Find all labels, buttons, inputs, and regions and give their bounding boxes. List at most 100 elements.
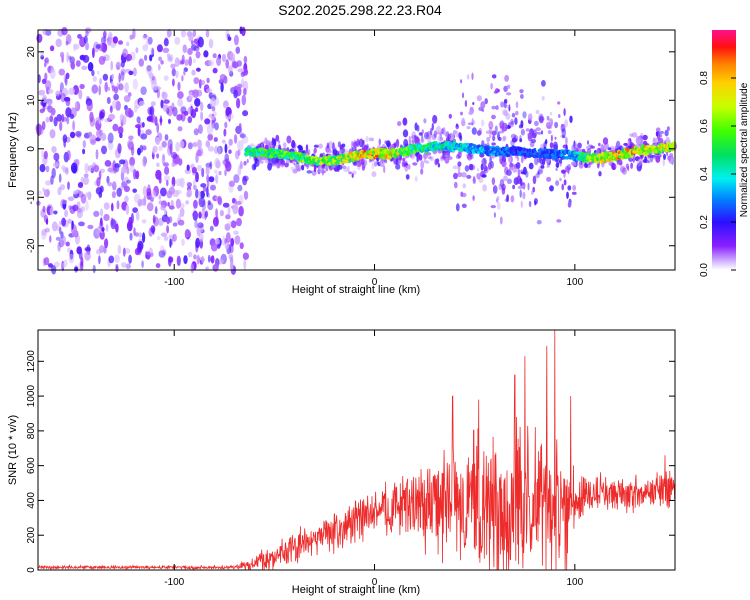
spectrogram-signal-blob <box>507 156 512 163</box>
spectrogram-noise-blob <box>49 45 55 52</box>
spectrogram-signal-blob <box>607 147 612 151</box>
spectrogram-signal-blob <box>472 176 476 183</box>
spectrogram-noise-blob <box>132 67 137 77</box>
spectrogram-noise-blob <box>138 58 144 67</box>
spectrogram-noise-blob <box>174 57 180 67</box>
spectrogram-signal-blob <box>547 130 552 135</box>
spectrogram-noise-blob <box>219 74 227 81</box>
spectrogram-signal-blob <box>408 135 411 144</box>
spectrogram-noise-blob <box>163 75 169 81</box>
spectrogram-signal-blob <box>480 101 486 109</box>
spectrogram-signal-blob <box>537 157 543 164</box>
spectrogram-noise-blob <box>135 170 140 180</box>
spectrogram-noise-blob <box>61 217 66 227</box>
spectrogram-noise-blob <box>79 83 85 90</box>
spectrogram-noise-blob <box>129 156 136 167</box>
spectrogram-noise-blob <box>163 209 167 215</box>
spectrogram-noise-blob <box>103 213 110 222</box>
spectrogram-signal-blob <box>627 166 630 171</box>
spectrogram-signal-blob <box>567 185 572 191</box>
spectrogram-noise-blob <box>195 237 201 249</box>
spectrogram-noise-blob <box>196 254 200 265</box>
spectrogram-signal-blob <box>254 158 260 167</box>
spectrogram-noise-blob <box>40 50 44 58</box>
spectrogram-noise-blob <box>111 202 114 212</box>
spectrogram-noise-blob <box>138 232 142 238</box>
spectrogram-noise-blob <box>191 69 196 76</box>
spectrogram-noise-blob <box>53 116 58 127</box>
spectrogram-signal-blob <box>405 174 410 180</box>
spectrogram-noise-blob <box>201 255 205 264</box>
spectrogram-noise-blob <box>227 206 231 216</box>
spectrogram-noise-blob <box>183 110 189 116</box>
spectrogram-noise-blob <box>214 145 219 155</box>
spectrogram-signal-blob <box>271 140 274 146</box>
spectrogram-y-tick-label: -10 <box>26 190 37 205</box>
spectrogram-signal-blob <box>402 129 409 138</box>
spectrogram-signal-blob <box>521 155 524 164</box>
spectrogram-signal-blob <box>285 158 290 166</box>
spectrogram-signal-blob <box>623 142 629 146</box>
snr-frame <box>37 329 676 571</box>
spectrogram-noise-blob <box>128 135 134 140</box>
spectrogram-signal-blob <box>420 168 424 175</box>
spectrogram-noise-blob <box>168 56 172 61</box>
spectrogram-noise-blob <box>115 223 119 233</box>
spectrogram-signal-blob <box>597 142 601 147</box>
spectrogram-signal-blob <box>636 158 642 167</box>
spectrogram-noise-blob <box>111 191 116 199</box>
spectrogram-noise-blob <box>198 197 206 208</box>
spectrogram-noise-blob <box>155 206 158 214</box>
spectrogram-noise-blob <box>198 213 202 219</box>
spectrogram-noise-blob <box>214 169 218 174</box>
spectrogram-signal-blob <box>353 161 357 165</box>
spectrogram-noise-blob <box>210 243 218 252</box>
spectrogram-noise-blob <box>172 233 177 242</box>
spectrogram-noise-blob <box>135 47 139 54</box>
spectrogram-noise-blob <box>212 216 219 227</box>
spectrogram-signal-blob <box>587 148 592 155</box>
spectrogram-noise-blob <box>177 81 181 91</box>
spectrogram-noise-blob <box>178 213 182 222</box>
spectrogram-noise-blob <box>82 148 86 155</box>
spectrogram-noise-blob <box>215 174 219 184</box>
spectrogram-noise-blob <box>242 110 249 117</box>
spectrogram-signal-blob <box>267 162 272 171</box>
spectrogram-noise-blob <box>53 210 58 215</box>
spectrogram-signal-blob <box>414 134 417 139</box>
spectrogram-noise-blob <box>201 167 205 178</box>
spectrogram-signal-blob <box>533 198 538 205</box>
spectrogram-noise-blob <box>191 40 194 45</box>
spectrogram-noise-blob <box>142 34 150 40</box>
spectrogram-ridge-cell <box>575 151 581 155</box>
spectrogram-noise-blob <box>65 96 71 107</box>
spectrogram-noise-blob <box>71 229 78 237</box>
colorbar: 0.0 0.2 0.4 0.6 0.8 Normalized spectral ampl… <box>699 30 750 277</box>
spectrogram-noise-blob <box>118 40 123 45</box>
spectrogram-noise-blob <box>48 263 53 268</box>
spectrogram-signal-blob <box>546 125 553 130</box>
spectrogram-noise-blob <box>41 228 47 236</box>
spectrogram-signal-blob <box>652 156 656 160</box>
spectrogram-signal-blob <box>514 117 518 125</box>
spectrogram-signal-blob <box>502 135 507 141</box>
spectrogram-signal-blob <box>532 175 537 185</box>
snr-y-tick-label: 200 <box>26 526 37 543</box>
spectrogram-noise-blob <box>205 29 210 38</box>
spectrogram-signal-blob <box>296 165 302 171</box>
spectrogram-noise-blob <box>73 190 79 195</box>
spectrogram-signal-blob <box>659 131 664 134</box>
spectrogram-noise-blob <box>179 177 185 188</box>
spectrogram-noise-blob <box>225 29 230 39</box>
spectrogram-noise-blob <box>49 207 54 216</box>
spectrogram-signal-blob <box>461 172 467 178</box>
spectrogram-noise-blob <box>51 221 58 232</box>
spectrogram-signal-blob <box>555 162 560 168</box>
spectrogram-noise-blob <box>190 263 195 274</box>
spectrogram-noise-blob <box>133 193 141 203</box>
spectrogram-signal-blob <box>540 165 545 169</box>
spectrogram-noise-blob <box>129 34 134 40</box>
spectrogram-noise-blob <box>192 211 199 218</box>
spectrogram-noise-blob <box>99 129 103 136</box>
spectrogram-signal-blob <box>344 149 348 153</box>
